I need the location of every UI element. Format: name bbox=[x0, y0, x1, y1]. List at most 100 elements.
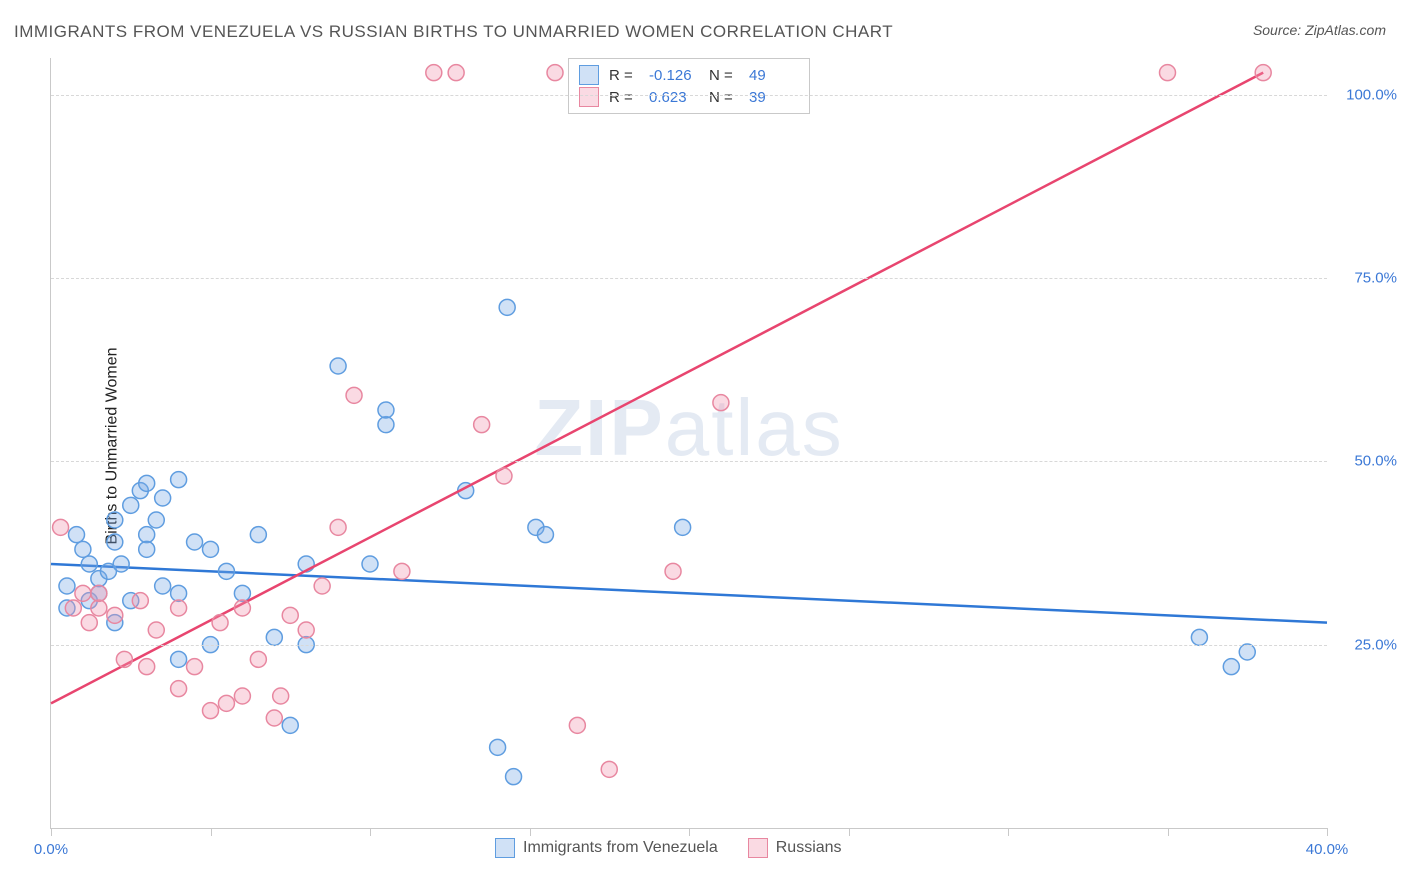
data-point bbox=[1223, 659, 1239, 675]
data-point bbox=[81, 615, 97, 631]
data-point bbox=[1191, 629, 1207, 645]
data-point bbox=[713, 395, 729, 411]
data-point bbox=[266, 710, 282, 726]
gridline bbox=[51, 95, 1327, 96]
x-tick bbox=[51, 828, 52, 836]
data-point bbox=[203, 703, 219, 719]
data-point bbox=[132, 593, 148, 609]
data-point bbox=[490, 739, 506, 755]
data-point bbox=[171, 681, 187, 697]
n-label: N = bbox=[709, 89, 739, 106]
data-point bbox=[266, 629, 282, 645]
data-point bbox=[59, 578, 75, 594]
data-point bbox=[53, 519, 69, 535]
data-point bbox=[116, 651, 132, 667]
scatter-svg bbox=[51, 58, 1327, 828]
data-point bbox=[426, 65, 442, 81]
data-point bbox=[330, 519, 346, 535]
data-point bbox=[203, 541, 219, 557]
data-point bbox=[218, 695, 234, 711]
data-point bbox=[378, 417, 394, 433]
data-point bbox=[139, 475, 155, 491]
data-point bbox=[107, 607, 123, 623]
swatch-venezuela bbox=[495, 838, 515, 858]
data-point bbox=[69, 527, 85, 543]
data-point bbox=[378, 402, 394, 418]
series-legend: Immigrants from Venezuela Russians bbox=[495, 838, 842, 858]
data-point bbox=[107, 534, 123, 550]
data-point bbox=[65, 600, 81, 616]
gridline bbox=[51, 278, 1327, 279]
source-label: Source: ZipAtlas.com bbox=[1253, 22, 1386, 38]
correlation-legend: R = -0.126 N = 49 R = 0.623 N = 39 bbox=[568, 58, 810, 114]
data-point bbox=[187, 534, 203, 550]
data-point bbox=[1239, 644, 1255, 660]
n-value-venezuela: 49 bbox=[749, 67, 799, 84]
swatch-venezuela bbox=[579, 65, 599, 85]
data-point bbox=[171, 651, 187, 667]
data-point bbox=[234, 688, 250, 704]
data-point bbox=[75, 541, 91, 557]
r-label: R = bbox=[609, 89, 639, 106]
data-point bbox=[75, 585, 91, 601]
legend-item-russians: Russians bbox=[748, 838, 842, 858]
data-point bbox=[474, 417, 490, 433]
data-point bbox=[212, 615, 228, 631]
data-point bbox=[282, 607, 298, 623]
regression-line bbox=[51, 73, 1263, 704]
data-point bbox=[148, 622, 164, 638]
data-point bbox=[665, 563, 681, 579]
x-tick bbox=[689, 828, 690, 836]
data-point bbox=[346, 387, 362, 403]
data-point bbox=[448, 65, 464, 81]
data-point bbox=[330, 358, 346, 374]
chart-title: IMMIGRANTS FROM VENEZUELA VS RUSSIAN BIR… bbox=[14, 22, 893, 42]
legend-row-russians: R = 0.623 N = 39 bbox=[579, 87, 799, 107]
data-point bbox=[113, 556, 129, 572]
data-point bbox=[282, 717, 298, 733]
r-value-venezuela: -0.126 bbox=[649, 67, 699, 84]
series-name-russians: Russians bbox=[776, 839, 842, 857]
data-point bbox=[187, 659, 203, 675]
data-point bbox=[123, 497, 139, 513]
data-point bbox=[155, 490, 171, 506]
data-point bbox=[171, 472, 187, 488]
data-point bbox=[362, 556, 378, 572]
plot-area: ZIPatlas R = -0.126 N = 49 R = 0.623 N =… bbox=[50, 58, 1327, 829]
data-point bbox=[394, 563, 410, 579]
r-value-russians: 0.623 bbox=[649, 89, 699, 106]
data-point bbox=[506, 769, 522, 785]
y-tick-label: 25.0% bbox=[1337, 636, 1397, 653]
data-point bbox=[234, 585, 250, 601]
x-tick bbox=[1327, 828, 1328, 836]
data-point bbox=[1255, 65, 1271, 81]
x-tick bbox=[530, 828, 531, 836]
data-point bbox=[234, 600, 250, 616]
y-tick-label: 100.0% bbox=[1337, 86, 1397, 103]
x-tick bbox=[1168, 828, 1169, 836]
data-point bbox=[148, 512, 164, 528]
x-tick bbox=[1008, 828, 1009, 836]
data-point bbox=[171, 600, 187, 616]
data-point bbox=[81, 556, 97, 572]
swatch-russians bbox=[579, 87, 599, 107]
data-point bbox=[298, 622, 314, 638]
swatch-russians bbox=[748, 838, 768, 858]
data-point bbox=[496, 468, 512, 484]
data-point bbox=[499, 299, 515, 315]
data-point bbox=[91, 585, 107, 601]
data-point bbox=[250, 651, 266, 667]
data-point bbox=[569, 717, 585, 733]
data-point bbox=[139, 541, 155, 557]
series-name-venezuela: Immigrants from Venezuela bbox=[523, 839, 718, 857]
data-point bbox=[314, 578, 330, 594]
data-point bbox=[537, 527, 553, 543]
x-tick bbox=[849, 828, 850, 836]
data-point bbox=[91, 600, 107, 616]
r-label: R = bbox=[609, 67, 639, 84]
x-tick bbox=[211, 828, 212, 836]
data-point bbox=[139, 527, 155, 543]
n-label: N = bbox=[709, 67, 739, 84]
data-point bbox=[155, 578, 171, 594]
y-tick-label: 50.0% bbox=[1337, 453, 1397, 470]
